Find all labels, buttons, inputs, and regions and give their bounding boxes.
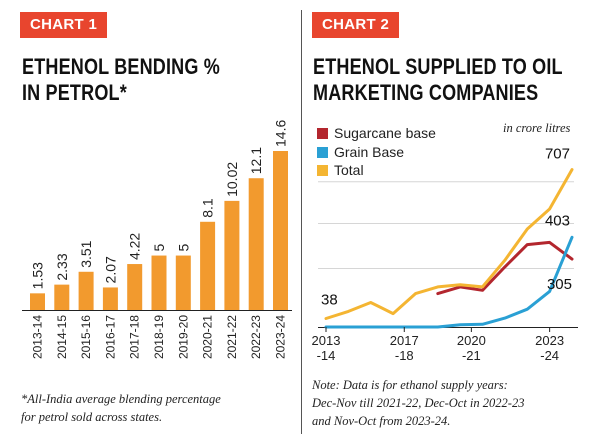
chart1-footnote-line1: *All-India average blending percentage [21, 392, 221, 406]
chart1-bar-2023-24 [273, 151, 288, 310]
legend-total: Total [317, 161, 364, 179]
chart1-category-label-2019-20: 2019-20 [176, 315, 190, 359]
chart1-tag: CHART 1 [20, 12, 108, 38]
chart1-category-label-2023-24: 2023-24 [274, 315, 288, 359]
chart1-category-label-2015-16: 2015-16 [79, 315, 93, 359]
chart1-category-label-2021-22: 2021-22 [225, 315, 239, 359]
chart1-title-line2: IN PETROL* [22, 80, 127, 105]
chart1-bar-2015-16 [78, 271, 94, 310]
chart1-title-line1: ETHENOL BENDING % [22, 54, 220, 79]
chart1-category-label-2020-21: 2020-21 [201, 315, 215, 359]
chart1-value-label-2014-15: 2.33 [54, 253, 70, 280]
chart1-category-label-2016-17: 2016-17 [103, 315, 117, 359]
chart2-annotation-38: 38 [321, 292, 338, 309]
chart2-title-line2: MARKETING COMPANIES [313, 80, 539, 105]
chart2-xtick-label-2-line2: -18 [395, 348, 414, 363]
chart2-xtick-label-4-line1: 2023 [535, 333, 564, 348]
chart2-line-total [324, 168, 574, 320]
legend-grain: Grain Base [317, 143, 404, 161]
legend-swatch-total [317, 164, 328, 176]
panel-divider [301, 10, 302, 434]
chart1-bar-2016-17 [102, 287, 118, 310]
chart2-note-line1: Note: Data is for ethanol supply years: [312, 378, 508, 392]
chart1-value-label-2016-17: 2.07 [102, 256, 118, 283]
chart1-bar-2022-23 [248, 178, 264, 310]
chart1-bar-2017-18 [127, 264, 143, 310]
legend-label-grain: Grain Base [334, 144, 405, 160]
chart1-value-label-2013-14: 1.53 [30, 262, 46, 289]
legend-sugarcane: Sugarcane base [317, 124, 436, 142]
chart1-bar-2014-15 [54, 284, 70, 310]
chart2-xtick-label-2-line1: 2017 [390, 333, 419, 348]
chart2-note-line2: Dec-Nov till 2021-22, Dec-Oct in 2022-23 [312, 396, 525, 410]
chart1-value-label-2020-21: 8.1 [200, 198, 216, 218]
legend-label-sugarcane: Sugarcane base [334, 125, 436, 141]
chart2-annotation-305: 305 [547, 276, 572, 293]
chart1-bar-2018-19 [151, 255, 167, 310]
legend-label-total: Total [334, 162, 364, 178]
chart1-value-label-2018-19: 5 [151, 244, 167, 252]
chart1-category-label-2013-14: 2013-14 [31, 315, 45, 359]
chart2-tag: CHART 2 [312, 12, 400, 38]
legend-swatch-sugarcane [317, 127, 328, 139]
chart1-bar-2021-22 [224, 200, 240, 310]
chart2-annotation-707: 707 [545, 146, 570, 163]
chart1-value-label-2022-23: 12.1 [248, 147, 264, 174]
chart2-note-line3: and Nov-Oct from 2023-24. [312, 414, 451, 428]
chart2-line-sugarcane-base [436, 240, 574, 296]
chart2-annotation-403: 403 [545, 212, 570, 229]
chart2-unit: in crore litres [503, 121, 571, 135]
chart1-category-label-2017-18: 2017-18 [128, 315, 142, 359]
chart2-note: Note: Data is for ethanol supply years: … [312, 376, 524, 430]
legend-swatch-grain [317, 146, 328, 158]
chart2-xtick-label-1-line1: 2013 [312, 333, 341, 348]
chart1-category-label-2018-19: 2018-19 [152, 315, 166, 359]
chart1-value-label-2019-20: 5 [175, 244, 191, 252]
chart1-value-label-2023-24: 14.6 [273, 120, 289, 147]
chart2-xtick-label-3-line2: -21 [462, 348, 481, 363]
chart1-value-label-2015-16: 3.51 [78, 240, 94, 267]
chart1-footnote: *All-India average blending percentage f… [21, 390, 221, 426]
chart1-category-label-2022-23: 2022-23 [249, 315, 263, 359]
chart1-category-label-2014-15: 2014-15 [55, 315, 69, 359]
chart1-bar-2013-14 [30, 293, 45, 310]
chart2-xtick-label-1-line2: -14 [317, 348, 336, 363]
chart2-xtick-label-4-line2: -24 [540, 348, 559, 363]
chart2-title-line1: ETHENOL SUPPLIED TO OIL [313, 54, 563, 79]
chart1-value-label-2017-18: 4.22 [127, 233, 143, 260]
chart1-footnote-line2: for petrol sold across states. [21, 410, 163, 424]
chart1-bar-2020-21 [200, 221, 216, 310]
chart1-bar-2019-20 [175, 255, 191, 310]
chart2-line-grain-base [324, 235, 574, 329]
chart1-value-label-2021-22: 10.02 [224, 162, 240, 197]
chart2-xtick-label-3-line1: 2020 [457, 333, 486, 348]
